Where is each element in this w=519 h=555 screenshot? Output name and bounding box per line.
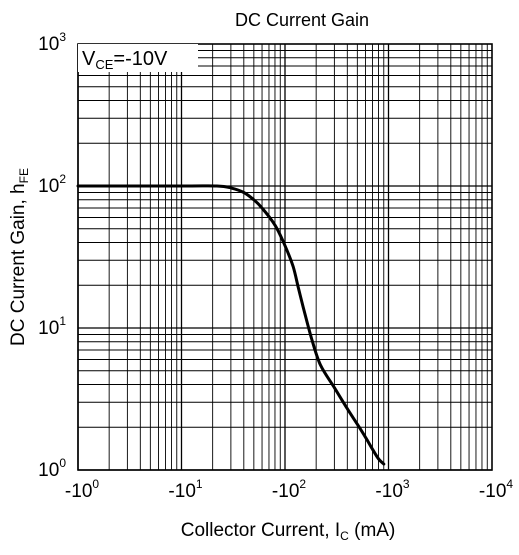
annotation-rest: =-10V	[113, 48, 168, 70]
x-label-sub: C	[340, 529, 349, 543]
y-tick-label: 103	[38, 30, 66, 55]
x-tick-label: -104	[479, 477, 513, 502]
series-line-hfe	[76, 184, 386, 466]
y-tick-label: 100	[38, 456, 66, 481]
x-tick-label: -100	[65, 477, 99, 502]
x-label-main: Collector Current, I	[181, 520, 340, 541]
y-axis-label: DC Current Gain, hFE	[8, 168, 31, 346]
x-tick-label: -103	[375, 477, 409, 502]
x-label-unit: (mA)	[349, 520, 395, 541]
annotation-sub: CE	[95, 57, 113, 72]
y-tick-label: 101	[38, 314, 66, 339]
x-tick-label: -101	[168, 477, 202, 502]
x-tick-label: -102	[272, 477, 306, 502]
tick-label-layer: -100 -101 -102 -103 -104 100 101 102 103	[38, 30, 513, 502]
y-label-sub: FE	[17, 168, 31, 183]
chart-title: DC Current Gain	[235, 10, 369, 30]
plot-frame	[77, 43, 493, 471]
annotation-v: V	[82, 48, 96, 70]
annotation-text: VCE=-10V	[82, 48, 168, 72]
grid-layer	[77, 44, 492, 471]
y-label-main: DC Current Gain, h	[8, 183, 29, 346]
vce-annotation: VCE=-10V	[78, 44, 198, 72]
y-tick-label: 102	[38, 172, 66, 197]
annotation-background	[78, 44, 198, 72]
x-axis-label: Collector Current, IC (mA)	[181, 520, 396, 543]
